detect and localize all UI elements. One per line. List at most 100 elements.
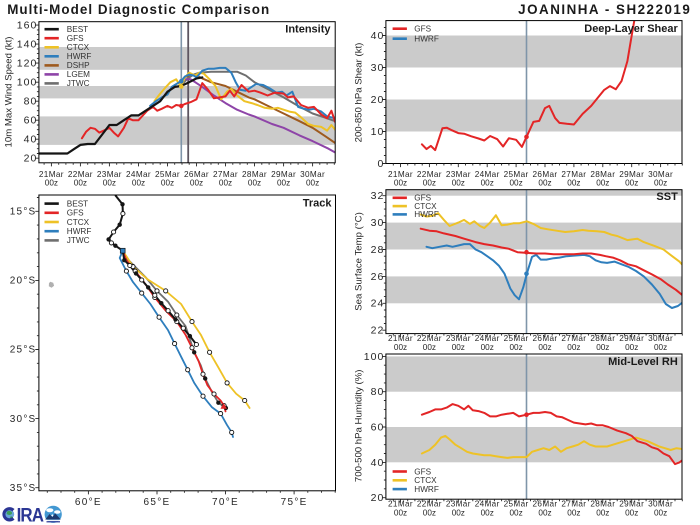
svg-text:00z: 00z: [567, 343, 580, 352]
svg-text:CTCX: CTCX: [414, 476, 437, 485]
svg-text:00z: 00z: [394, 179, 407, 188]
svg-text:35°S: 35°S: [10, 483, 37, 494]
svg-text:28Mar: 28Mar: [590, 334, 615, 343]
svg-text:26Mar: 26Mar: [533, 170, 558, 179]
svg-text:65°E: 65°E: [144, 497, 171, 508]
svg-text:24Mar: 24Mar: [475, 334, 500, 343]
svg-text:22Mar: 22Mar: [68, 170, 93, 179]
svg-text:DSHP: DSHP: [67, 61, 90, 70]
svg-text:HWRF: HWRF: [414, 210, 439, 219]
svg-text:40: 40: [24, 134, 38, 146]
svg-text:Track: Track: [303, 197, 333, 209]
svg-text:00z: 00z: [452, 179, 465, 188]
svg-text:23Mar: 23Mar: [446, 170, 471, 179]
svg-text:00z: 00z: [538, 343, 551, 352]
svg-text:00z: 00z: [452, 343, 465, 352]
svg-text:GFS: GFS: [67, 34, 84, 43]
svg-text:IRA: IRA: [17, 504, 44, 525]
svg-text:00z: 00z: [103, 179, 116, 188]
svg-text:27Mar: 27Mar: [213, 170, 238, 179]
svg-text:29Mar: 29Mar: [619, 170, 644, 179]
svg-text:10: 10: [371, 126, 385, 138]
svg-text:30Mar: 30Mar: [648, 334, 673, 343]
svg-text:00z: 00z: [654, 343, 667, 352]
svg-text:200-850 hPa Shear (kt): 200-850 hPa Shear (kt): [354, 43, 365, 143]
svg-text:00z: 00z: [538, 179, 551, 188]
svg-text:10m Max Wind Speed (kt): 10m Max Wind Speed (kt): [4, 37, 15, 148]
svg-text:00z: 00z: [423, 179, 436, 188]
svg-text:23Mar: 23Mar: [446, 500, 471, 509]
svg-text:00z: 00z: [481, 509, 494, 518]
svg-text:28: 28: [371, 244, 385, 256]
svg-text:00z: 00z: [394, 509, 407, 518]
svg-text:24Mar: 24Mar: [126, 170, 151, 179]
svg-text:160: 160: [17, 20, 38, 32]
svg-text:00z: 00z: [625, 343, 638, 352]
svg-text:00z: 00z: [481, 343, 494, 352]
svg-text:GFS: GFS: [67, 209, 84, 218]
svg-text:22Mar: 22Mar: [417, 170, 442, 179]
svg-text:700-500 hPa Humidity (%): 700-500 hPa Humidity (%): [354, 370, 365, 483]
svg-text:60°E: 60°E: [75, 497, 102, 508]
svg-text:21Mar: 21Mar: [388, 170, 413, 179]
svg-text:20: 20: [24, 153, 38, 165]
svg-text:BEST: BEST: [67, 199, 88, 208]
svg-text:80: 80: [24, 96, 38, 108]
svg-text:00z: 00z: [509, 343, 522, 352]
svg-text:00z: 00z: [596, 179, 609, 188]
svg-text:75°E: 75°E: [281, 497, 308, 508]
svg-text:Intensity: Intensity: [285, 24, 331, 36]
svg-text:00z: 00z: [423, 509, 436, 518]
svg-text:CTCX: CTCX: [414, 202, 437, 211]
svg-text:SST: SST: [656, 191, 678, 203]
svg-text:40: 40: [371, 457, 385, 469]
svg-text:00z: 00z: [219, 179, 232, 188]
svg-text:21Mar: 21Mar: [39, 170, 64, 179]
svg-text:15°S: 15°S: [10, 207, 37, 218]
svg-text:24Mar: 24Mar: [475, 500, 500, 509]
svg-text:00z: 00z: [596, 343, 609, 352]
svg-text:20°S: 20°S: [10, 276, 37, 287]
svg-text:GFS: GFS: [414, 25, 431, 34]
svg-text:29Mar: 29Mar: [619, 334, 644, 343]
svg-text:00z: 00z: [74, 179, 87, 188]
svg-text:24: 24: [371, 298, 385, 310]
svg-text:40: 40: [371, 30, 385, 42]
svg-text:32: 32: [371, 190, 385, 202]
svg-text:26Mar: 26Mar: [184, 170, 209, 179]
svg-text:CTCX: CTCX: [67, 218, 90, 227]
svg-text:00z: 00z: [625, 179, 638, 188]
svg-text:20: 20: [371, 94, 385, 106]
svg-text:28Mar: 28Mar: [590, 500, 615, 509]
svg-text:30Mar: 30Mar: [648, 500, 673, 509]
svg-text:JTWC: JTWC: [67, 79, 90, 88]
svg-text:26: 26: [371, 271, 385, 283]
svg-text:30: 30: [371, 62, 385, 74]
svg-text:29Mar: 29Mar: [271, 170, 296, 179]
svg-text:00z: 00z: [509, 179, 522, 188]
svg-text:00z: 00z: [625, 509, 638, 518]
svg-text:00z: 00z: [161, 179, 174, 188]
svg-text:30Mar: 30Mar: [648, 170, 673, 179]
svg-text:00z: 00z: [567, 509, 580, 518]
svg-text:HWRF: HWRF: [414, 485, 439, 494]
svg-text:00z: 00z: [423, 343, 436, 352]
svg-text:25Mar: 25Mar: [504, 170, 529, 179]
svg-text:GFS: GFS: [414, 467, 431, 476]
svg-text:GFS: GFS: [414, 194, 431, 203]
svg-text:100: 100: [364, 351, 385, 363]
svg-text:22Mar: 22Mar: [417, 500, 442, 509]
svg-text:26Mar: 26Mar: [533, 334, 558, 343]
svg-text:60: 60: [371, 421, 385, 433]
svg-text:00z: 00z: [190, 179, 203, 188]
svg-text:70°E: 70°E: [212, 497, 239, 508]
svg-text:Sea Surface Temp (°C): Sea Surface Temp (°C): [354, 212, 365, 311]
svg-text:00z: 00z: [452, 509, 465, 518]
svg-text:00z: 00z: [567, 179, 580, 188]
svg-text:22: 22: [371, 325, 385, 337]
svg-text:CTCX: CTCX: [67, 43, 90, 52]
svg-text:BEST: BEST: [67, 25, 88, 34]
svg-text:25Mar: 25Mar: [504, 334, 529, 343]
svg-text:00z: 00z: [248, 179, 261, 188]
svg-text:30Mar: 30Mar: [300, 170, 325, 179]
